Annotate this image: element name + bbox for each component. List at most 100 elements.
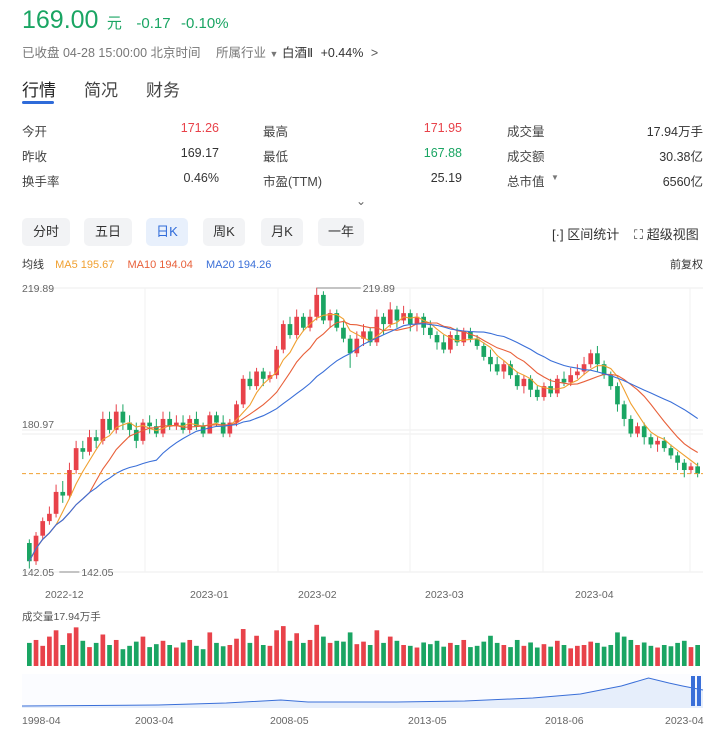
candle	[60, 491, 66, 496]
candle	[548, 386, 553, 394]
candle	[641, 426, 647, 438]
volume-bar	[73, 627, 79, 666]
candle	[274, 349, 279, 376]
quote-value: 17.94万手	[646, 125, 703, 139]
candle	[661, 440, 667, 449]
candle	[260, 371, 266, 379]
candle	[454, 335, 460, 343]
candle	[621, 404, 627, 419]
volume-bar	[334, 640, 340, 666]
volume-bar	[508, 647, 513, 666]
adjust-toggle[interactable]: 前复权	[670, 259, 703, 271]
volume-bar	[180, 642, 186, 666]
period-button[interactable]: 分时	[22, 218, 70, 246]
volume-bar	[521, 645, 527, 666]
overview-area	[22, 678, 703, 708]
price-label-high: 219.89	[22, 283, 54, 295]
volume-bar	[441, 646, 447, 666]
candle	[601, 364, 607, 376]
candle	[167, 418, 173, 427]
volume-bar	[127, 645, 132, 666]
period-button[interactable]: 五日	[84, 218, 132, 246]
range-stats-button[interactable]: [·] 区间统计	[552, 224, 619, 243]
period-button[interactable]: 周K	[203, 218, 245, 246]
volume-bar	[47, 636, 52, 666]
candle	[127, 422, 132, 430]
volume-bar	[688, 647, 694, 666]
super-view-icon: ⛶	[634, 227, 644, 242]
candle	[294, 316, 300, 336]
candle	[595, 353, 600, 365]
tab-market[interactable]: 行情	[22, 81, 56, 100]
candle	[361, 331, 366, 339]
volume-bar	[67, 633, 72, 666]
period-button[interactable]: 月K	[261, 218, 303, 246]
candle	[554, 378, 560, 394]
price-change: -0.17	[136, 15, 171, 32]
volume-bar	[194, 645, 199, 666]
industry-label: 所属行业	[216, 46, 267, 60]
candle	[254, 371, 259, 387]
candle	[321, 294, 326, 321]
candle	[301, 316, 306, 328]
candle	[187, 418, 193, 430]
candle	[53, 491, 59, 514]
candle	[247, 378, 253, 387]
super-view-button[interactable]: ⛶ 超级视图	[634, 224, 699, 243]
overview-tick-label: 2013-05	[408, 715, 447, 727]
candle	[220, 422, 226, 434]
volume-bar	[655, 647, 660, 666]
volume-bar	[568, 648, 574, 666]
tab-profile[interactable]: 简况	[84, 81, 118, 100]
candle	[394, 309, 400, 321]
volume-bar	[274, 630, 279, 666]
candle	[120, 411, 126, 423]
tab-finance[interactable]: 财务	[146, 81, 180, 100]
quote-label: 成交量	[507, 125, 545, 139]
candle	[67, 470, 72, 496]
candle	[481, 345, 487, 357]
candle	[448, 335, 453, 350]
volume-bar	[113, 639, 119, 666]
triangle-down-icon[interactable]: ▼	[551, 173, 559, 182]
volume-bar	[60, 645, 66, 666]
candle	[461, 331, 467, 343]
period-button[interactable]: 日K	[146, 218, 188, 246]
volume-bar	[307, 639, 313, 666]
period-button[interactable]: 一年	[318, 218, 364, 246]
volume-bar	[354, 644, 360, 666]
candle	[648, 437, 654, 445]
volume-bar	[167, 645, 173, 666]
expand-chevron-icon[interactable]: ⌄	[356, 194, 367, 208]
overview-tick-label: 2003-04	[135, 715, 174, 727]
candle	[468, 331, 473, 339]
volume-bar	[80, 640, 86, 666]
volume-bar	[561, 645, 567, 666]
kline-chart[interactable]: 219.89 180.97 142.05 219.89 142.05 2022-12 202…	[0, 276, 711, 733]
volume-bar	[381, 642, 386, 666]
industry-link[interactable]: ▼ 白酒Ⅱ +0.44% >	[270, 46, 379, 60]
candle	[414, 316, 420, 325]
x-tick-label: 2023-04	[575, 589, 614, 601]
volume-bar	[681, 640, 687, 666]
volume-bar	[581, 645, 587, 666]
tab-underline	[22, 101, 54, 104]
volume-bar	[327, 642, 333, 666]
candle	[655, 440, 660, 445]
volume-bar	[40, 645, 46, 666]
candle	[240, 378, 246, 405]
quote-label: 成交额	[507, 150, 545, 164]
super-view-label: 超级视图	[646, 227, 699, 242]
candle	[635, 426, 640, 434]
volume-bar	[374, 630, 380, 666]
candle	[615, 386, 620, 405]
volume-bar	[341, 641, 346, 666]
candle	[608, 375, 614, 387]
candle	[280, 324, 286, 350]
volume-bar	[528, 642, 533, 666]
volume-bar	[133, 641, 139, 666]
candle	[668, 448, 674, 456]
candle	[508, 364, 513, 376]
candle	[628, 418, 634, 434]
volume-bar	[280, 626, 286, 666]
